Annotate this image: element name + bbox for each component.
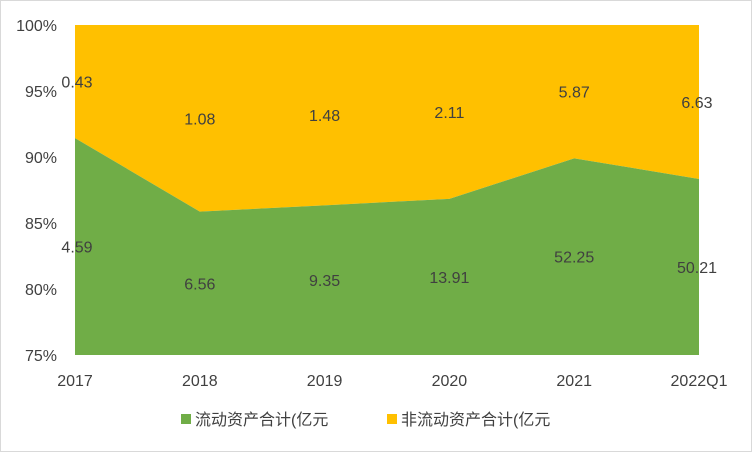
legend-swatch xyxy=(387,414,397,424)
data-label-current-assets: 52.25 xyxy=(554,250,594,267)
data-label-non-current-assets: 6.63 xyxy=(681,95,712,112)
x-tick-label: 2017 xyxy=(57,373,93,390)
data-label-current-assets: 13.91 xyxy=(429,270,469,287)
x-tick-label: 2021 xyxy=(556,373,592,390)
x-tick-label: 2022Q1 xyxy=(671,373,728,390)
y-tick-label: 95% xyxy=(25,84,57,101)
y-tick-label: 80% xyxy=(25,282,57,299)
y-tick-label: 75% xyxy=(25,348,57,365)
legend-label: 流动资产合计(亿元 xyxy=(195,411,328,429)
y-tick-label: 85% xyxy=(25,216,57,233)
x-tick-label: 2019 xyxy=(307,373,343,390)
data-label-non-current-assets: 2.11 xyxy=(434,105,464,122)
data-label-current-assets: 4.59 xyxy=(61,240,92,257)
area-series-non-current-assets xyxy=(75,25,699,212)
y-tick-label: 90% xyxy=(25,150,57,167)
x-tick-label: 2018 xyxy=(182,373,218,390)
data-label-non-current-assets: 1.48 xyxy=(309,108,340,125)
data-label-non-current-assets: 5.87 xyxy=(559,85,590,102)
data-label-current-assets: 50.21 xyxy=(677,260,717,277)
y-tick-label: 100% xyxy=(16,18,57,35)
area-series-current-assets xyxy=(75,138,699,355)
data-label-current-assets: 9.35 xyxy=(309,273,340,290)
data-label-non-current-assets: 0.43 xyxy=(61,75,92,92)
legend-swatch xyxy=(181,414,191,424)
x-tick-label: 2020 xyxy=(432,373,468,390)
data-label-non-current-assets: 1.08 xyxy=(184,111,215,128)
data-label-current-assets: 6.56 xyxy=(184,276,215,293)
legend-label: 非流动资产合计(亿元 xyxy=(401,411,550,429)
